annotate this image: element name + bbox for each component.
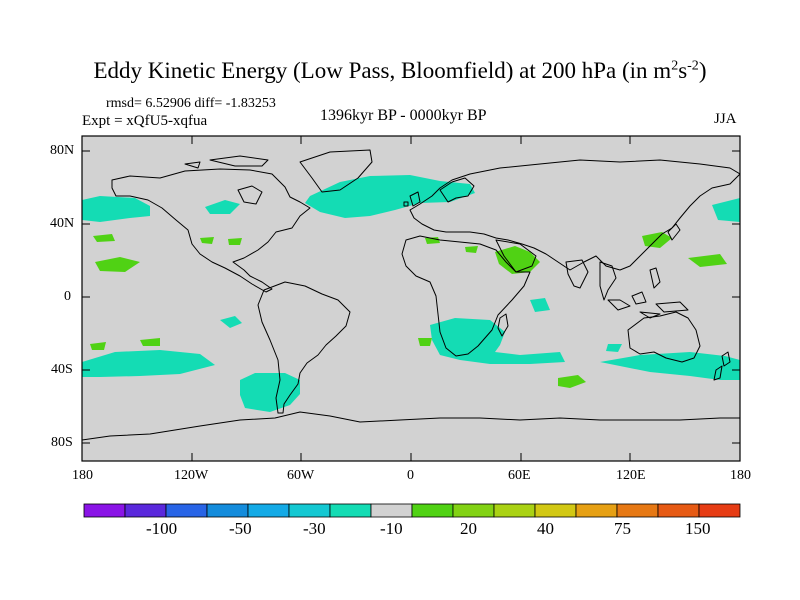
neg-region-west-indian bbox=[530, 298, 550, 312]
lon-label-60e: 60E bbox=[508, 468, 531, 483]
pos-region-south-indian-small bbox=[558, 375, 586, 388]
coastline-india bbox=[565, 259, 589, 289]
coastline-africa bbox=[401, 235, 531, 357]
neg-region-nw-pacific bbox=[712, 198, 740, 222]
colorbar-label: -30 bbox=[303, 519, 326, 538]
colorbar bbox=[83, 503, 741, 518]
colorbar-swatch bbox=[124, 503, 167, 518]
neg-region-north-atlantic bbox=[305, 175, 475, 218]
pos-region-south-atlantic-small bbox=[418, 338, 432, 346]
lon-label-0: 0 bbox=[407, 468, 414, 483]
lon-label-120e: 120E bbox=[616, 468, 646, 483]
axis-ticks bbox=[81, 136, 741, 461]
neg-region-tasman bbox=[606, 344, 622, 352]
coastlines bbox=[82, 149, 740, 441]
lat-label-80s: 80S bbox=[51, 435, 73, 450]
colorbar-swatch bbox=[493, 503, 536, 518]
experiment-label: Expt = xQfU5-xqfua bbox=[82, 113, 208, 129]
colorbar-label: 40 bbox=[537, 519, 554, 538]
colorbar-label: -50 bbox=[229, 519, 252, 538]
neg-region-north-pacific bbox=[82, 196, 150, 222]
coastline-north-america bbox=[111, 168, 311, 293]
colorbar-swatch bbox=[83, 503, 126, 518]
coastline-southeast-asia bbox=[599, 261, 617, 301]
pos-region-us-small bbox=[200, 237, 214, 244]
colorbar-label: 20 bbox=[460, 519, 477, 538]
colorbar-swatch bbox=[411, 503, 454, 518]
pos-region-north-pacific-small bbox=[93, 234, 115, 242]
colorbar-swatch bbox=[288, 503, 331, 518]
coastline-madagascar bbox=[497, 313, 509, 337]
colorbar-label: 150 bbox=[685, 519, 711, 538]
coastline-japan bbox=[667, 223, 681, 241]
coastline-antarctica bbox=[82, 411, 740, 441]
coastline-indonesia bbox=[607, 291, 689, 319]
coastline-greenland bbox=[299, 149, 373, 193]
neg-region-south-atlantic bbox=[430, 318, 565, 364]
coastline-scandinavia bbox=[439, 177, 475, 203]
lat-label-0: 0 bbox=[64, 289, 71, 304]
season-label: JJA bbox=[714, 111, 737, 127]
colorbar-swatch bbox=[616, 503, 659, 518]
coastline-philippines bbox=[649, 267, 661, 289]
coastline-south-america bbox=[257, 281, 351, 414]
colorbar-swatch bbox=[698, 503, 741, 518]
lon-label-60w: 60W bbox=[287, 468, 315, 483]
stats-text: rmsd= 6.52906 diff= -1.83253 bbox=[106, 96, 276, 111]
colorbar-swatch bbox=[534, 503, 577, 518]
colorbar-swatch bbox=[247, 503, 290, 518]
colorbar-swatch bbox=[370, 503, 413, 518]
colorbar-swatch bbox=[575, 503, 618, 518]
period-label: 1396kyr BP - 0000kyr BP bbox=[320, 107, 487, 124]
coastline-arctic-islands bbox=[184, 155, 269, 169]
colorbar-label: -100 bbox=[146, 519, 178, 538]
coastline-eurasia bbox=[409, 159, 740, 271]
pos-region-west-pacific bbox=[688, 254, 727, 267]
lat-label-40s: 40S bbox=[51, 362, 73, 377]
pos-region-south-pacific-small bbox=[90, 342, 106, 350]
colorbar-swatch bbox=[206, 503, 249, 518]
lat-label-40n: 40N bbox=[50, 216, 75, 231]
coastline-new-zealand bbox=[713, 351, 731, 381]
neg-region-south-pacific bbox=[82, 350, 215, 377]
colorbar-swatch bbox=[657, 503, 700, 518]
neg-region-south-indian bbox=[600, 352, 740, 380]
lon-label-120w: 120W bbox=[174, 468, 209, 483]
coastline-arabia bbox=[495, 239, 537, 273]
pos-region-canada-small bbox=[228, 238, 242, 245]
coastline-hudson-bay bbox=[237, 185, 263, 205]
coastline-british-isles bbox=[403, 191, 421, 207]
pos-region-mid-pacific bbox=[95, 257, 140, 272]
lon-label-180e: 180 bbox=[730, 468, 751, 483]
colorbar-swatch bbox=[165, 503, 208, 518]
ekedifference-fields bbox=[82, 175, 740, 412]
neg-region-canada bbox=[205, 200, 240, 214]
pos-region-east-asia bbox=[642, 232, 672, 248]
colorbar-label: -10 bbox=[380, 519, 403, 538]
pos-region-south-pacific-small2 bbox=[140, 338, 160, 346]
lat-label-80n: 80N bbox=[50, 143, 75, 158]
pos-region-mediterranean2 bbox=[465, 246, 478, 253]
lon-label-180w: 180 bbox=[72, 468, 93, 483]
colorbar-swatch bbox=[329, 503, 372, 518]
neg-region-east-pacific bbox=[220, 316, 242, 328]
coastline-australia bbox=[627, 311, 701, 363]
colorbar-label: 75 bbox=[614, 519, 631, 538]
colorbar-swatch bbox=[452, 503, 495, 518]
plot-title: Eddy Kinetic Energy (Low Pass, Bloomfiel… bbox=[93, 58, 707, 83]
